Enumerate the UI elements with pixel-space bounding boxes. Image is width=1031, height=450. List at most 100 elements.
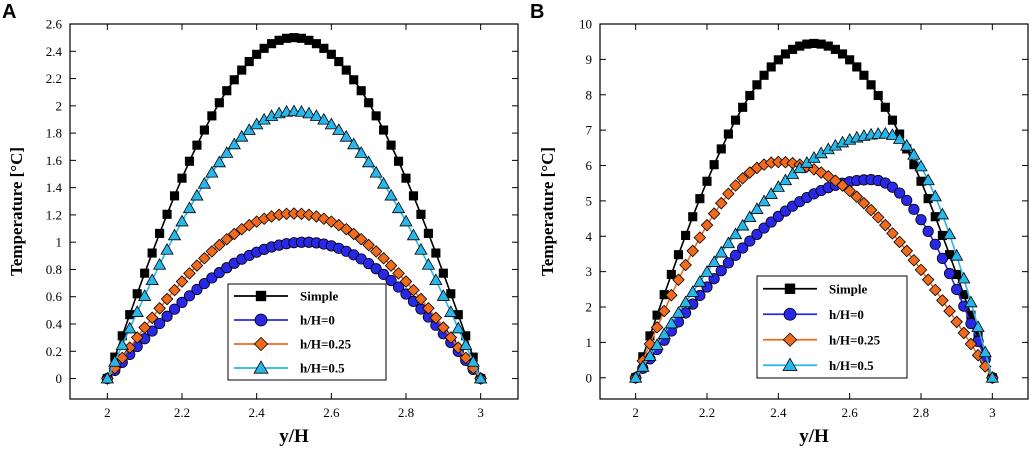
data-point [244, 57, 254, 67]
data-point [766, 62, 776, 72]
x-tick-label: 2.8 [398, 405, 414, 420]
x-tick-label: 2 [104, 405, 111, 420]
y-tick-label: 0.4 [46, 317, 63, 332]
data-point [928, 189, 942, 202]
data-point [212, 155, 227, 168]
data-point [371, 111, 381, 121]
data-point [310, 210, 323, 223]
data-point [302, 208, 316, 222]
data-point [700, 218, 714, 232]
y-tick-label: 2.6 [46, 17, 63, 32]
data-point [907, 147, 921, 160]
data-point [339, 222, 353, 236]
data-point [384, 188, 398, 201]
data-point [311, 39, 321, 49]
panel-label: A [2, 1, 16, 23]
data-point [716, 144, 726, 154]
data-point [399, 214, 413, 227]
data-point [145, 311, 159, 325]
x-tick-label: 3 [989, 405, 996, 420]
data-point [161, 310, 173, 322]
data-point [190, 259, 204, 272]
y-tick-label: 8 [586, 87, 593, 102]
legend-marker [253, 336, 269, 352]
data-point [325, 215, 338, 228]
data-point [957, 271, 971, 284]
data-point [197, 176, 212, 189]
data-point [222, 86, 232, 96]
data-point [176, 296, 188, 308]
data-point [422, 302, 435, 315]
y-tick-label: 1 [56, 235, 63, 250]
data-point [678, 295, 693, 308]
data-point [399, 275, 413, 288]
data-point [416, 209, 426, 219]
data-point [169, 191, 180, 201]
data-point [130, 331, 144, 344]
data-point [859, 70, 869, 80]
y-tick-label: 2 [586, 300, 593, 315]
data-point [199, 125, 209, 135]
data-point [928, 283, 942, 297]
y-tick-label: 2.4 [46, 44, 63, 59]
data-point [466, 354, 480, 367]
data-point [643, 349, 657, 361]
data-point [893, 235, 906, 249]
data-point [349, 75, 359, 85]
plot-frame [599, 23, 1029, 400]
y-tick-label: 0.6 [46, 289, 63, 304]
y-tick-label: 0 [586, 370, 593, 385]
y-tick-label: 7 [586, 123, 593, 138]
data-point [356, 86, 366, 96]
data-point [408, 191, 419, 201]
legend-label: Simple [300, 289, 339, 304]
data-point [421, 257, 436, 270]
data-point [140, 268, 150, 278]
data-point [900, 244, 914, 258]
data-point [679, 258, 692, 272]
data-point [650, 321, 664, 334]
data-point [943, 304, 956, 318]
data-point [729, 249, 742, 261]
y-tick-label: 0.2 [46, 344, 62, 359]
data-point [666, 269, 676, 280]
data-point [326, 49, 336, 59]
data-point [745, 90, 755, 101]
y-tick-label: 4 [586, 229, 593, 244]
data-point [377, 268, 390, 281]
data-point [914, 263, 928, 277]
data-point [773, 55, 783, 65]
x-tick-label: 2.6 [323, 405, 340, 420]
data-point [830, 44, 840, 54]
data-point [392, 281, 405, 293]
data-point [758, 222, 770, 234]
y-tick-label: 0.8 [46, 262, 62, 277]
data-point [431, 248, 441, 258]
data-point [738, 102, 748, 112]
data-point [191, 283, 203, 296]
series-simple [102, 33, 486, 384]
data-point [759, 70, 769, 80]
data-point [168, 303, 181, 315]
data-point [880, 102, 890, 112]
data-point [324, 117, 339, 130]
y-axis-title: Temperature [°C] [538, 147, 557, 276]
data-point [744, 235, 756, 247]
data-point [152, 257, 167, 270]
series-h-h-0-5 [100, 104, 488, 384]
data-point [628, 370, 643, 383]
data-point [100, 371, 115, 384]
data-point [379, 125, 389, 135]
legend-box [756, 275, 908, 379]
data-point [227, 227, 241, 241]
data-point [155, 228, 165, 238]
data-point [444, 331, 458, 344]
data-point [879, 218, 892, 232]
data-point [707, 255, 721, 267]
series-h-h-0-25 [629, 155, 999, 385]
data-point [354, 232, 368, 246]
data-point [771, 180, 786, 192]
data-point [709, 160, 719, 170]
data-point [778, 173, 793, 186]
